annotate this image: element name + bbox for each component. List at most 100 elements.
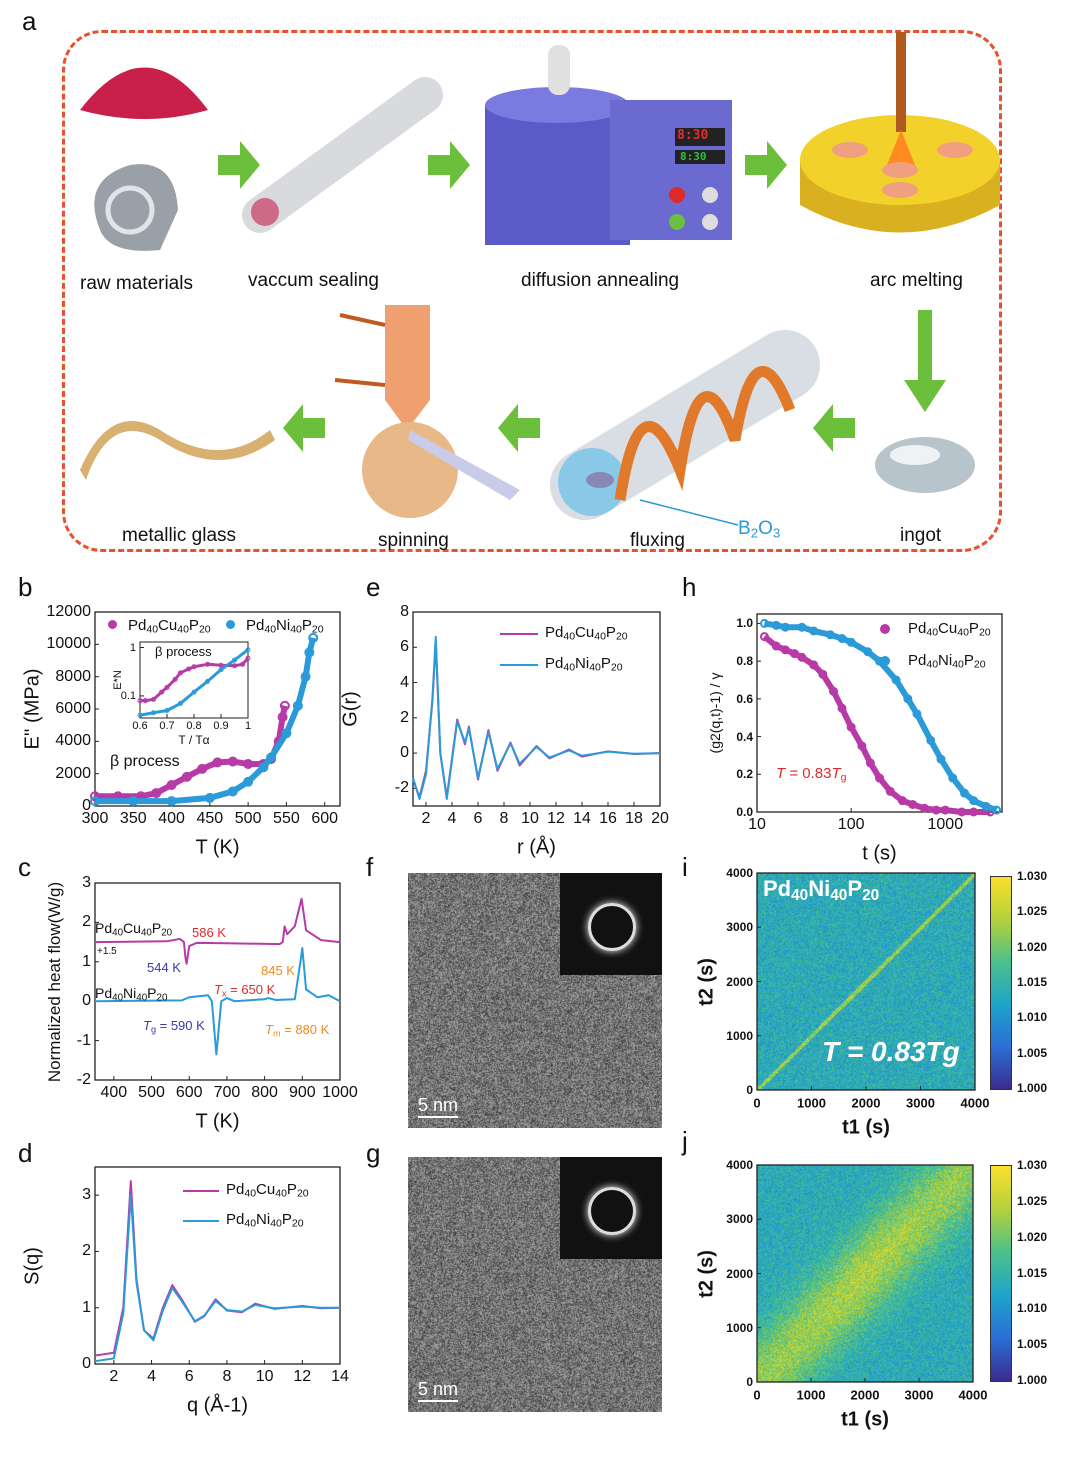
chart-b [91,612,340,806]
x-tick-label: 550 [273,810,300,828]
x-tick-label: 1000 [797,1096,826,1111]
x-tick-label: 400 [158,810,185,828]
y-tick-label: 0.1 [121,690,136,702]
x-axis-label: T (K) [195,1111,239,1134]
colorbar-tick-label: 1.025 [1017,1194,1047,1208]
x-tick-label: 1 [245,720,251,732]
legend-h-ni: Pd40Ni40P20 [908,652,986,669]
x-tick-label: 4000 [959,1388,988,1403]
x-tick-label: 20 [651,810,669,828]
annotation-845: 845 K [261,963,295,978]
x-axis-label: q (Å-1) [187,1395,248,1418]
y-axis-label: E'' (MPa) [22,669,45,750]
x-tick-label: 4000 [961,1096,990,1111]
y-tick-label: 3 [82,874,91,892]
annotation-tg: Tg = 590 K [143,1018,205,1033]
x-tick-label: 700 [214,1084,241,1102]
x-axis-label: t1 (s) [842,1117,890,1140]
x-axis-label: T (K) [195,837,239,860]
y-tick-label: 0.8 [736,654,753,668]
y-tick-label: 10000 [47,635,92,653]
legend-line-cu [183,1190,219,1192]
y-tick-label: 0 [746,1375,753,1389]
x-tick-label: 6 [474,810,483,828]
x-tick-label: 0.8 [186,720,201,732]
chart-j [757,1165,973,1382]
legend-marker-ni [226,620,235,629]
y-axis-label: t2 (s) [696,1250,719,1298]
annotation-586: 586 K [192,925,226,940]
y-tick-label: 1 [82,953,91,971]
y-tick-label: 6 [400,638,409,656]
colorbar-tick-label: 1.030 [1017,1158,1047,1172]
y-tick-label: 0 [82,1355,91,1373]
colorbar-tick-label: 1.015 [1017,975,1047,989]
colorbar-tick-label: 1.000 [1017,1081,1047,1095]
x-tick-label: 2000 [852,1096,881,1111]
colorbar-tick-label: 1.000 [1017,1373,1047,1387]
x-tick-label: 2000 [851,1388,880,1403]
x-tick-label: 2 [109,1368,118,1386]
plot-frame [757,873,975,1090]
colorbar-tick-label: 1.020 [1017,1230,1047,1244]
x-tick-label: 3000 [906,1096,935,1111]
x-tick-label: 2 [422,810,431,828]
label-c-cu: Pd40Cu40P20 [95,920,172,936]
x-tick-label: 500 [138,1084,165,1102]
legend-b-ni: Pd40Ni40P20 [246,617,324,634]
series-line [413,637,660,799]
legend-line-cu [500,633,538,635]
y-axis-label: S(q) [22,1247,45,1285]
x-tick-label: 8 [222,1368,231,1386]
x-tick-label: 1000 [322,1084,358,1102]
y-tick-label: 0 [82,797,91,815]
x-axis-label: r (Å) [517,837,556,860]
series-Pd40Ni40P20 [413,637,660,799]
x-tick-label: 10 [256,1368,274,1386]
y-tick-label: 2 [82,913,91,931]
x-tick-label: 16 [599,810,617,828]
y-tick-label: 3000 [726,1212,753,1226]
colorbar-tick-label: 1.025 [1017,904,1047,918]
series-Pd40Ni40P20 [95,948,340,1054]
legend-line-ni [500,664,538,666]
y-tick-label: 4 [400,674,409,692]
x-axis-label: t (s) [862,843,896,866]
x-tick-label: 0.9 [213,720,228,732]
y-tick-label: 3 [82,1186,91,1204]
x-tick-label: 1000 [928,816,964,834]
chart-i [757,873,975,1090]
x-tick-label: 3000 [905,1388,934,1403]
y-tick-label: 0 [82,992,91,1010]
x-tick-label: 0 [753,1096,760,1111]
x-tick-label: 900 [289,1084,316,1102]
chart-h [757,614,1002,816]
legend-b-cu: Pd40Cu40P20 [128,617,211,634]
legend-marker-cu [108,620,117,629]
x-tick-label: 4 [147,1368,156,1386]
x-tick-label: 10 [521,810,539,828]
plot-frame [757,1165,973,1382]
inset-annotation: β process [155,644,212,659]
series-Pd40Cu40P20 [91,702,289,801]
x-tick-label: 0 [753,1388,760,1403]
y-tick-label: 0.0 [736,805,753,819]
y-tick-label: 0.2 [736,767,753,781]
offset-label: +1.5 [97,946,117,957]
annotation-544: 544 K [147,960,181,975]
y-axis-label: (g2(q,t)-1) / γ [707,673,723,754]
y-tick-label: 8000 [55,668,91,686]
series-Pd40Cu40P20 [138,656,250,702]
y-tick-label: -1 [77,1032,91,1050]
legend-d-cu: Pd40Cu40P20 [226,1181,309,1198]
x-tick-label: 18 [625,810,643,828]
legend-marker-ni [880,656,890,666]
x-tick-label: 12 [293,1368,311,1386]
x-tick-label: 100 [838,816,865,834]
legend-e-ni: Pd40Ni40P20 [545,655,623,672]
x-axis-label: T / Tα [178,733,209,747]
x-tick-label: 1000 [797,1388,826,1403]
y-tick-label: 12000 [47,603,92,621]
annotation-tm: Tm = 880 K [265,1022,329,1037]
annotation-tx: Tx = 650 K [214,982,275,997]
